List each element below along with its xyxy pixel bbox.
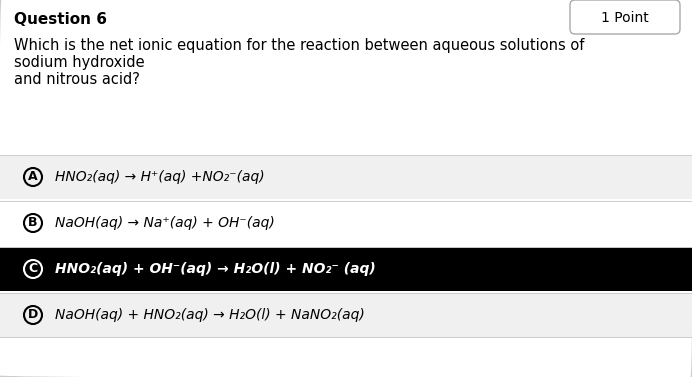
Text: C: C: [28, 262, 37, 276]
Text: NaOH(aq) → Na⁺(aq) + OH⁻(aq): NaOH(aq) → Na⁺(aq) + OH⁻(aq): [55, 216, 275, 230]
Text: and nitrous acid?: and nitrous acid?: [14, 72, 140, 87]
FancyBboxPatch shape: [570, 0, 680, 34]
Bar: [0, 293, 692, 337]
Text: NaOH(aq) + HNO₂(aq) → H₂O(l) + NaNO₂(aq): NaOH(aq) + HNO₂(aq) → H₂O(l) + NaNO₂(aq): [55, 308, 365, 322]
Text: 1 Point: 1 Point: [601, 11, 649, 25]
Text: sodium hydroxide: sodium hydroxide: [14, 55, 145, 70]
Bar: [0, 155, 692, 199]
Bar: [0, 201, 692, 245]
Text: B: B: [28, 216, 38, 230]
Bar: [0, 247, 692, 291]
Text: Question 6: Question 6: [14, 12, 107, 27]
Text: HNO₂(aq) → H⁺(aq) +NO₂⁻(aq): HNO₂(aq) → H⁺(aq) +NO₂⁻(aq): [55, 170, 264, 184]
Text: D: D: [28, 308, 38, 322]
Text: Which is the net ionic equation for the reaction between aqueous solutions of: Which is the net ionic equation for the …: [14, 38, 584, 53]
Text: HNO₂(aq) + OH⁻(aq) → H₂O(l) + NO₂⁻ (aq): HNO₂(aq) + OH⁻(aq) → H₂O(l) + NO₂⁻ (aq): [55, 262, 376, 276]
Text: A: A: [28, 170, 38, 184]
